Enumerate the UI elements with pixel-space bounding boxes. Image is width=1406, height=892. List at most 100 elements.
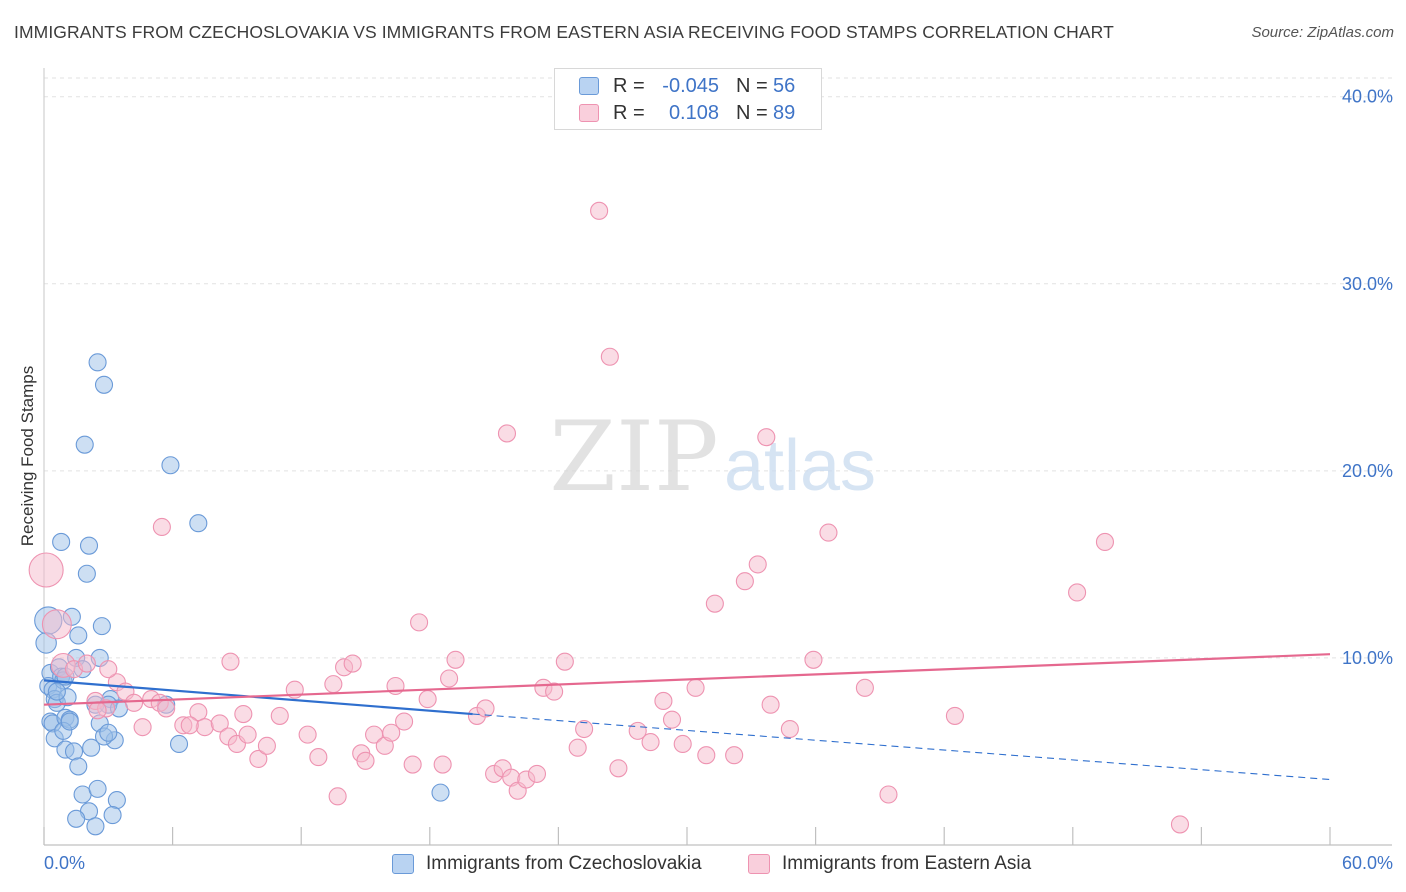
point-czechoslovakia (161, 456, 180, 475)
legend-r-value: -0.045 (662, 75, 719, 97)
point-czechoslovakia (52, 532, 71, 551)
point-czechoslovakia (169, 734, 189, 754)
y-tick-label: 40.0% (1342, 87, 1393, 107)
point-eastern-asia (705, 594, 724, 613)
point-eastern-asia (1170, 815, 1190, 834)
point-czechoslovakia (92, 617, 111, 636)
point-eastern-asia (600, 347, 619, 366)
point-eastern-asia (735, 572, 754, 591)
point-eastern-asia (590, 201, 609, 220)
y-tick-label: 20.0% (1342, 461, 1393, 481)
point-eastern-asia (343, 654, 362, 673)
point-eastern-asia (180, 716, 199, 735)
point-eastern-asia (440, 669, 459, 688)
point-eastern-asia (686, 678, 705, 697)
legend-n-label: N = (736, 75, 768, 97)
y-tick-label: 10.0% (1342, 648, 1393, 668)
point-eastern-asia (99, 660, 118, 679)
point-eastern-asia (497, 424, 517, 443)
point-eastern-asia (270, 706, 289, 725)
point-eastern-asia (238, 725, 257, 744)
point-eastern-asia (780, 719, 799, 739)
point-eastern-asia (527, 764, 547, 783)
point-eastern-asia (382, 723, 401, 742)
point-eastern-asia (77, 654, 96, 673)
watermark-atlas: atlas (724, 426, 876, 506)
bottom-legend-swatch-pink (748, 854, 770, 874)
legend-r-value: 0.108 (668, 102, 719, 124)
bottom-legend-label: Immigrants from Eastern Asia (782, 853, 1032, 874)
point-eastern-asia (1068, 583, 1087, 602)
point-eastern-asia (189, 703, 208, 722)
point-eastern-asia (324, 675, 343, 694)
point-czechoslovakia (94, 375, 114, 394)
y-tick-label: 30.0% (1342, 274, 1393, 294)
point-eastern-asia (328, 787, 347, 806)
point-czechoslovakia (99, 723, 118, 742)
point-czechoslovakia (103, 806, 122, 825)
point-eastern-asia (298, 725, 317, 744)
point-czechoslovakia (69, 626, 88, 645)
point-eastern-asia (28, 552, 64, 588)
point-eastern-asia (257, 736, 276, 755)
point-eastern-asia (662, 710, 682, 729)
legend-n-value: 89 (773, 102, 796, 124)
point-eastern-asia (855, 678, 874, 697)
point-czechoslovakia (64, 742, 84, 761)
trend-line-eastern-asia (43, 653, 1331, 706)
point-czechoslovakia (189, 514, 208, 533)
legend-r-label: R = (613, 75, 645, 97)
point-eastern-asia (433, 755, 452, 774)
chart-source: Source: ZipAtlas.com (1251, 24, 1394, 41)
point-eastern-asia (446, 650, 465, 669)
point-eastern-asia (221, 652, 240, 671)
point-czechoslovakia (75, 435, 94, 454)
legend-n-label: N = (736, 102, 768, 124)
point-eastern-asia (673, 734, 692, 754)
y-axis-title: Receiving Food Stamps (18, 365, 37, 547)
point-eastern-asia (395, 712, 414, 731)
point-eastern-asia (545, 682, 564, 701)
point-eastern-asia (1095, 532, 1114, 551)
point-czechoslovakia (69, 757, 88, 776)
point-czechoslovakia (67, 809, 86, 828)
point-eastern-asia (748, 555, 767, 574)
gridlines (44, 77, 1392, 659)
point-eastern-asia (418, 690, 437, 709)
correlation-legend: R = -0.045 N = 56 R = 0.108 N = 89 (554, 68, 822, 130)
bottom-legend-label: Immigrants from Czechoslovakia (426, 853, 702, 874)
point-eastern-asia (124, 693, 144, 712)
point-eastern-asia (356, 751, 375, 770)
point-eastern-asia (804, 650, 823, 669)
x-tick-label-max: 60.0% (1342, 853, 1393, 873)
point-eastern-asia (476, 699, 495, 718)
point-czechoslovakia (77, 564, 96, 583)
point-eastern-asia (152, 517, 171, 537)
point-eastern-asia (725, 746, 744, 765)
point-eastern-asia (879, 785, 898, 804)
point-eastern-asia (761, 695, 780, 714)
point-czechoslovakia (79, 536, 99, 555)
point-czechoslovakia (73, 785, 92, 804)
legend-swatch-pink (579, 104, 599, 122)
point-eastern-asia (410, 613, 429, 632)
legend-n-value: 56 (773, 75, 796, 97)
data-points (28, 201, 1190, 836)
point-eastern-asia (654, 691, 673, 711)
legend-swatch-blue (579, 77, 599, 95)
point-czechoslovakia (60, 712, 79, 731)
watermark-zip: ZIP (549, 401, 718, 513)
point-czechoslovakia (82, 738, 101, 757)
point-eastern-asia (555, 652, 574, 671)
x-tick-label-min: 0.0% (44, 853, 85, 873)
tick-labels: 0.0% 60.0% 10.0% 20.0% 30.0% 40.0% (44, 87, 1393, 873)
point-eastern-asia (309, 748, 328, 767)
point-eastern-asia (234, 704, 253, 724)
point-eastern-asia (757, 428, 776, 447)
point-eastern-asia (641, 733, 660, 752)
point-eastern-asia (41, 609, 72, 640)
chart-title: IMMIGRANTS FROM CZECHOSLOVAKIA VS IMMIGR… (14, 22, 1114, 42)
point-eastern-asia (568, 738, 587, 757)
point-eastern-asia (609, 759, 628, 778)
